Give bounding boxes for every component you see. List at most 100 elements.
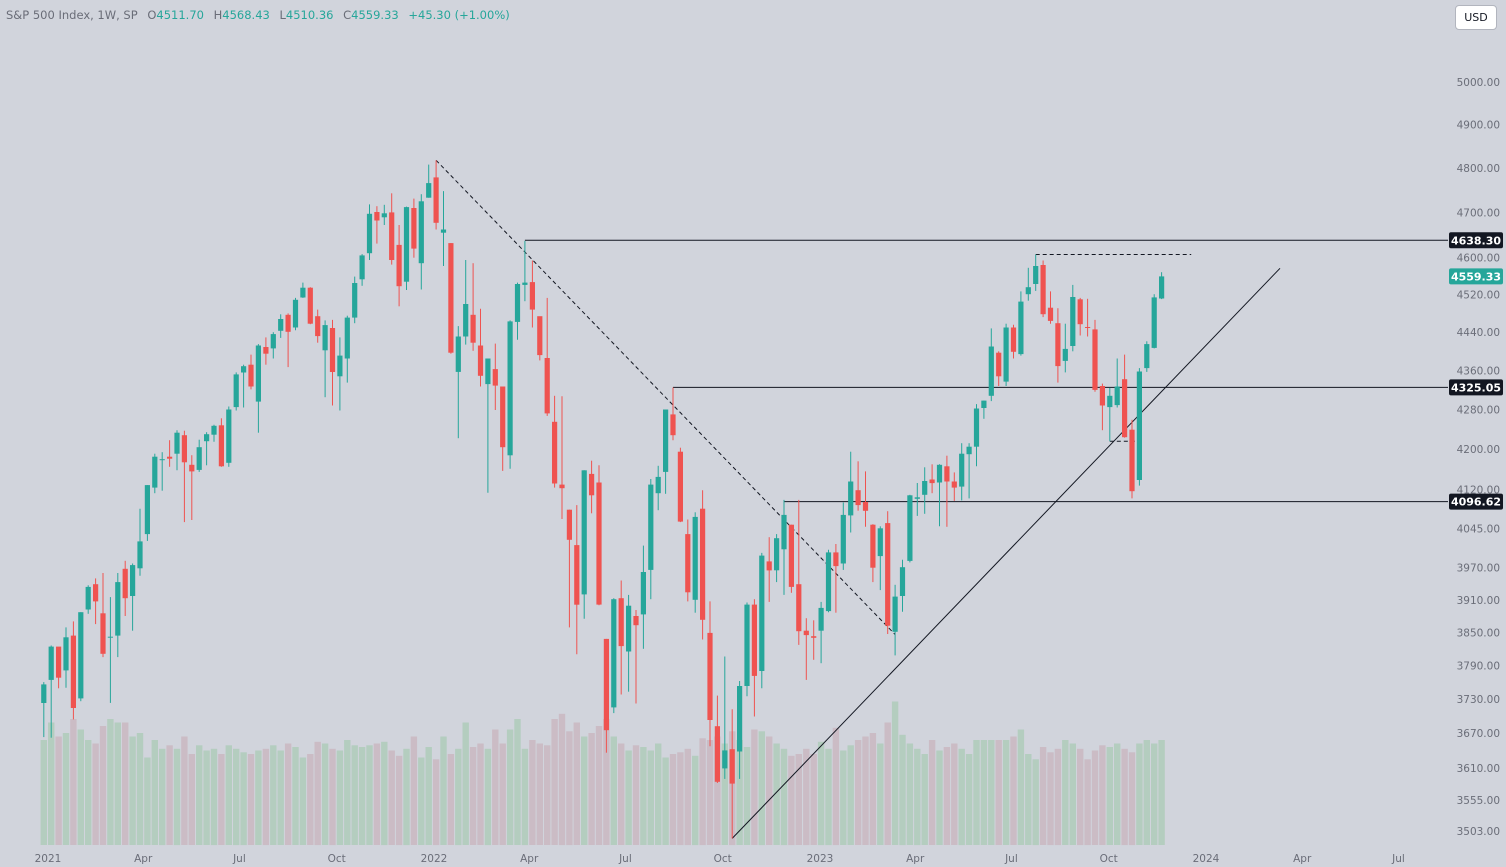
candle-down (803, 618, 809, 680)
volume-histogram (40, 701, 1165, 846)
level-price-tag-text: 4638.30 (1451, 234, 1501, 247)
candle-body (344, 317, 350, 359)
dashed-trendline (435, 159, 896, 635)
volume-bar (247, 754, 255, 845)
candle-up (611, 598, 617, 714)
candle-down (263, 337, 269, 365)
candle-body (1055, 323, 1061, 367)
volume-bar (218, 754, 225, 845)
open-key: O (147, 8, 157, 22)
level-price-tag-box (1449, 379, 1503, 396)
volume-bar (492, 729, 499, 845)
candle-up (922, 467, 928, 514)
volume-bar (1032, 759, 1039, 846)
candle-body (78, 612, 84, 699)
volume-bar (381, 741, 388, 846)
candle-down (1010, 324, 1017, 359)
candle-body (862, 502, 869, 511)
candle-body (63, 637, 69, 671)
low-value: 4510.36 (285, 8, 334, 22)
candle-body (85, 586, 91, 610)
candle-body (144, 485, 150, 535)
volume-bar (181, 736, 188, 845)
candle-down (596, 465, 602, 606)
volume-bar (899, 734, 906, 846)
candle-body (514, 284, 521, 322)
candle-body (677, 451, 683, 522)
candle-up (463, 260, 469, 345)
candle-down (833, 544, 839, 613)
candle-down (1099, 383, 1105, 431)
ohlc-legend: S&P 500 Index, 1W, SP O4511.70 H4568.43 … (6, 8, 510, 22)
candle-up (759, 552, 765, 689)
level-price-tag-box (1449, 232, 1503, 249)
volume-bar (344, 740, 351, 845)
volume-bar (1121, 748, 1128, 846)
price-axis-label: 3555.00 (1457, 795, 1500, 807)
volume-bar (196, 745, 203, 845)
candle-up (936, 464, 943, 527)
candle-body (996, 352, 1002, 377)
candle-body (877, 528, 883, 557)
candle-down (448, 243, 454, 354)
candle-up (744, 602, 750, 697)
candle-up (1003, 323, 1009, 386)
candle-body (285, 314, 291, 332)
volume-bar (795, 754, 802, 845)
candle-up (1159, 272, 1165, 300)
candle-body (93, 584, 99, 602)
high-value: 4568.43 (222, 8, 270, 22)
candle-down (766, 537, 772, 602)
candle-body (433, 177, 439, 223)
candle-down (167, 440, 173, 467)
volume-bar (188, 754, 195, 845)
candle-body (48, 646, 54, 680)
candle-body (544, 358, 550, 414)
volume-bar (499, 743, 506, 845)
volume-bar (469, 747, 477, 845)
candle-up (241, 364, 247, 408)
candle-body (988, 346, 994, 396)
volume-bar (40, 740, 47, 845)
candle-body (41, 684, 47, 703)
candle-body (1099, 386, 1105, 406)
candle-body (951, 481, 957, 488)
time-axis-label: Oct (328, 853, 346, 865)
candle-up (159, 452, 165, 491)
candle-body (796, 584, 802, 632)
currency-button[interactable]: USD (1455, 5, 1497, 30)
candle-up (403, 206, 410, 290)
volume-bar (603, 719, 610, 845)
candle-up (818, 601, 824, 664)
volume-bar (1025, 754, 1032, 845)
volume-bar (1114, 743, 1121, 845)
candle-down (677, 447, 683, 523)
candle-down (181, 430, 187, 523)
volume-bar (840, 750, 847, 845)
candle-body (759, 555, 765, 671)
last-price-tag-text: 4559.33 (1451, 270, 1501, 283)
level-price-tag-box (1449, 493, 1503, 510)
candle-up (981, 400, 987, 419)
candle-down (1122, 354, 1128, 438)
candle-body (366, 213, 373, 254)
candle-body (440, 229, 447, 233)
candle-down (1047, 291, 1054, 324)
level-price-tag: 4638.30 (1449, 232, 1503, 249)
candle-body (211, 425, 217, 435)
volume-bar (803, 748, 810, 846)
candle-up (1151, 294, 1157, 349)
volume-bar (262, 748, 270, 846)
candle-body (485, 358, 491, 385)
volume-bar (529, 740, 536, 845)
candle-body (196, 447, 202, 470)
candle-up (48, 645, 54, 738)
candle-up (41, 682, 47, 738)
candle-body (418, 201, 424, 264)
candle-body (818, 607, 824, 631)
volume-bar (877, 743, 884, 845)
volume-bar (277, 750, 284, 845)
candle-body (751, 604, 757, 676)
candle-up (226, 406, 232, 467)
